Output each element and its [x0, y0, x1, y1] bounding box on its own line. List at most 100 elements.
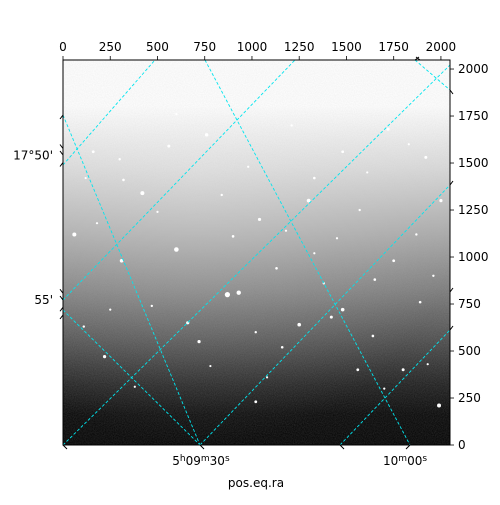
- star: [366, 171, 369, 174]
- star: [254, 400, 258, 404]
- star: [224, 292, 230, 298]
- top-tick-label: 0: [59, 40, 67, 54]
- coordinate-grid-line: [199, 184, 450, 445]
- dec-tick: [59, 288, 64, 294]
- ra-tick: [414, 56, 420, 61]
- ra-labels: 5h09m30s 10m00s: [172, 454, 427, 468]
- plot-frame: [62, 59, 451, 446]
- star: [284, 229, 288, 232]
- star: [424, 155, 428, 159]
- top-tick-label: 750: [193, 40, 216, 54]
- star: [231, 235, 235, 238]
- star: [426, 363, 429, 366]
- star: [95, 222, 99, 225]
- right-tick-label: 2000: [458, 62, 489, 76]
- coordinate-grid-line: [63, 309, 201, 445]
- star: [102, 355, 107, 359]
- star: [432, 274, 435, 278]
- right-axis: 0 250 500 750 1000 1250 1500 1750 2000: [450, 62, 489, 452]
- right-tick-label: 1500: [458, 156, 489, 170]
- dec-tick: [59, 314, 64, 320]
- ra-tick-label: 10m00s: [383, 454, 427, 468]
- star: [371, 334, 375, 338]
- top-tick-label: 2000: [426, 40, 457, 54]
- star: [265, 376, 269, 379]
- star: [167, 144, 171, 148]
- star: [247, 165, 250, 168]
- star: [415, 233, 418, 236]
- coordinate-grid-line: [63, 114, 201, 445]
- star: [386, 127, 390, 131]
- star: [341, 150, 345, 154]
- dec-ticks: [59, 56, 454, 331]
- star: [373, 278, 377, 281]
- dec-tick: [59, 162, 64, 167]
- star: [407, 143, 410, 146]
- star: [119, 258, 124, 263]
- star: [140, 191, 145, 196]
- coordinate-grid-line: [339, 329, 450, 445]
- right-tick-label: 1250: [458, 203, 489, 217]
- right-tick-label: 1750: [458, 109, 489, 123]
- star: [383, 387, 386, 390]
- star: [174, 247, 179, 252]
- coordinate-grid-line: [63, 64, 450, 445]
- dec-tick: [59, 306, 64, 312]
- coordinate-grid-line: [414, 60, 450, 91]
- ra-tick: [415, 56, 421, 61]
- star: [418, 300, 422, 304]
- star: [313, 252, 316, 255]
- star: [392, 259, 396, 263]
- star: [82, 325, 85, 328]
- dec-tick: [449, 180, 454, 186]
- star: [175, 113, 178, 116]
- star: [340, 307, 345, 312]
- top-tick-label: 1500: [331, 40, 362, 54]
- star: [257, 217, 262, 222]
- star: [275, 266, 278, 270]
- top-tick-label: 1250: [284, 40, 315, 54]
- star: [197, 340, 201, 344]
- dec-tick: [59, 150, 64, 156]
- dec-tick: [59, 295, 64, 301]
- star: [220, 193, 223, 197]
- dec-tick: [449, 287, 454, 293]
- dec-tick: [449, 89, 454, 95]
- star: [254, 331, 257, 334]
- star: [401, 368, 405, 372]
- ra-tick: [199, 444, 205, 450]
- dec-tick: [59, 114, 64, 120]
- right-tick-label: 250: [458, 391, 481, 405]
- star: [156, 210, 159, 213]
- dec-labels: 17°50' 55': [13, 148, 53, 307]
- coordinate-grid-line: [204, 60, 411, 445]
- right-tick-label: 0: [458, 438, 466, 452]
- star: [439, 199, 443, 203]
- right-tick-label: 500: [458, 344, 481, 358]
- top-tick-label: 500: [146, 40, 169, 54]
- star: [122, 178, 125, 182]
- star: [437, 403, 442, 408]
- star: [306, 198, 311, 203]
- right-tick-label: 750: [458, 297, 481, 311]
- star: [329, 315, 333, 319]
- ra-tick: [339, 444, 345, 450]
- sky-image: [63, 60, 450, 445]
- ra-tick: [405, 444, 411, 450]
- star: [91, 150, 95, 154]
- star: [290, 124, 293, 127]
- top-axis: 0 250 500 750 1000 1250 1500 1750 2000: [59, 40, 456, 60]
- star: [297, 322, 302, 327]
- star: [280, 345, 284, 349]
- star: [84, 176, 87, 180]
- star: [313, 176, 316, 180]
- star: [118, 158, 121, 161]
- top-tick-label: 1000: [237, 40, 268, 54]
- coordinate-grid-line: [63, 60, 296, 301]
- dec-tick-label: 55': [34, 293, 53, 307]
- star: [356, 368, 360, 372]
- ra-tick-label: 5h09m30s: [172, 454, 230, 468]
- dec-tick: [449, 325, 454, 331]
- coordinate-grid-line: [63, 60, 156, 166]
- x-axis-label: pos.eq.ra: [228, 476, 284, 490]
